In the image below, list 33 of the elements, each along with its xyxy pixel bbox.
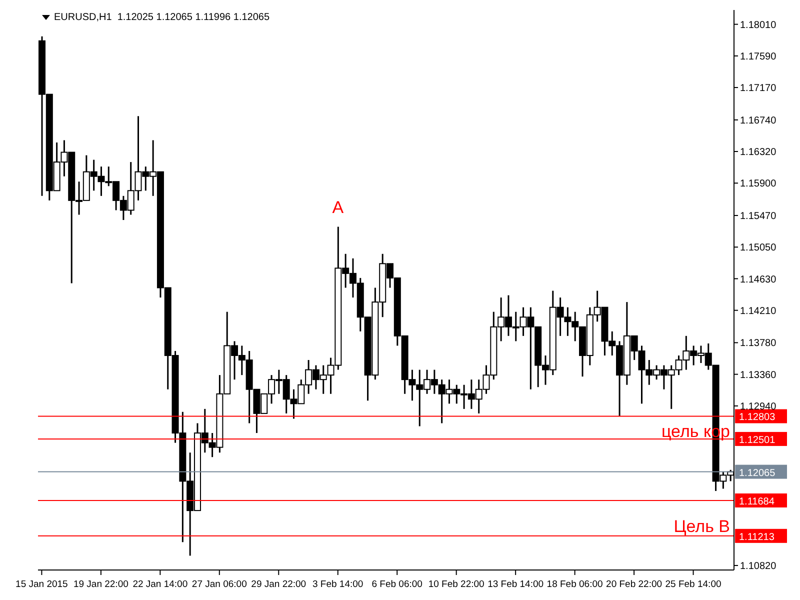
y-tick-label: 1.15470 [740, 211, 777, 222]
y-tick-label: 1.15050 [740, 242, 777, 254]
annotation: A [332, 198, 344, 217]
y-tick-label: 1.14210 [740, 306, 777, 317]
x-tick-label: 18 Feb 06:00 [546, 579, 603, 590]
x-tick-label: 25 Feb 14:00 [665, 579, 722, 590]
x-tick-label: 6 Feb 06:00 [372, 579, 422, 590]
y-tick-label: 1.17590 [740, 51, 777, 62]
y-tick-label: 1.16740 [740, 115, 777, 126]
ref-line-label: 1.11684 [739, 496, 775, 508]
x-tick-label: 3 Feb 14:00 [312, 579, 364, 590]
ref-line-label: 1.12501 [739, 434, 776, 446]
chart-title: EURUSD,H1 1.12025 1.12065 1.11996 1.12065 [54, 12, 270, 23]
x-tick-label: 10 Feb 22:00 [428, 579, 484, 590]
y-tick-label: 1.18010 [740, 20, 777, 31]
x-tick-label: 15 Jan 2015 [16, 579, 68, 590]
x-tick-label: 22 Jan 14:00 [132, 579, 188, 590]
y-tick-label: 1.13360 [740, 370, 777, 381]
x-tick-label: 29 Jan 22:00 [251, 579, 306, 590]
x-tick-label: 27 Jan 06:00 [192, 579, 247, 590]
y-tick-label: 1.16320 [740, 147, 777, 158]
ref-line-label: 1.12065 [739, 468, 776, 479]
y-tick-label: 1.15900 [740, 178, 777, 190]
ref-line-label: 1.11213 [739, 532, 775, 543]
x-tick-label: 20 Feb 22:00 [606, 579, 662, 590]
y-tick-label: 1.10820 [740, 561, 777, 572]
annotation: Цель B [674, 517, 730, 536]
y-tick-label: 1.13780 [740, 338, 777, 350]
ref-line-label: 1.12803 [739, 412, 776, 424]
y-tick-label: 1.14630 [740, 274, 777, 286]
y-tick-label: 1.17170 [740, 83, 777, 94]
x-tick-label: 19 Jan 22:00 [73, 579, 128, 590]
x-tick-label: 13 Feb 14:00 [488, 579, 544, 590]
